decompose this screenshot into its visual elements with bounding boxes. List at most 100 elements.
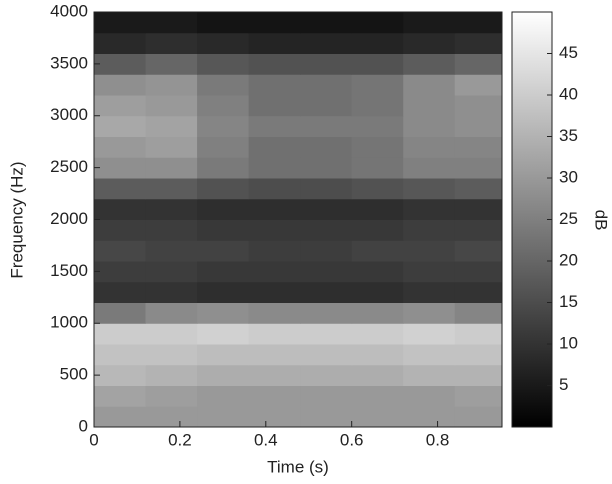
heat-cell [248, 95, 301, 117]
heat-cell [248, 240, 301, 262]
x-tick-label: 0.4 [254, 430, 278, 449]
heat-cell [351, 178, 404, 200]
heat-cell [248, 178, 301, 200]
heat-cell [351, 281, 404, 303]
heat-cell [351, 344, 404, 366]
heat-cell [454, 12, 503, 34]
heat-cell [145, 281, 198, 303]
heat-cell [300, 219, 353, 241]
heat-cell [197, 198, 250, 220]
colorbar-tick-label: 5 [559, 375, 568, 394]
y-tick-label: 1500 [50, 261, 88, 280]
heat-cell [454, 178, 503, 200]
heat-cell [197, 240, 250, 262]
heat-cell [454, 406, 503, 428]
heat-cell [403, 385, 456, 407]
heat-cell [454, 281, 503, 303]
heat-cell [300, 32, 353, 54]
heat-cell [300, 136, 353, 158]
heat-cell [145, 157, 198, 179]
heat-cell [300, 364, 353, 386]
heat-cell [454, 240, 503, 262]
heat-cell [94, 261, 147, 283]
heat-cell [351, 53, 404, 75]
heat-cell [300, 95, 353, 117]
y-tick-label: 4000 [50, 1, 88, 20]
heat-cell [94, 344, 147, 366]
heat-cell [454, 198, 503, 220]
heat-cell [300, 385, 353, 407]
heat-cell [94, 323, 147, 345]
colorbar-label: dB [592, 210, 611, 231]
heat-cell [248, 53, 301, 75]
heat-cell [454, 364, 503, 386]
heat-cell [351, 198, 404, 220]
heat-cell [94, 364, 147, 386]
heat-cell [94, 281, 147, 303]
heat-cell [300, 53, 353, 75]
heat-cell [403, 261, 456, 283]
heat-cell [403, 198, 456, 220]
colorbar-tick-label: 20 [559, 250, 578, 269]
x-tick-label: 0.6 [340, 430, 364, 449]
heat-cell [351, 323, 404, 345]
heat-cell [403, 12, 456, 34]
colorbar [512, 12, 552, 427]
heat-cell [300, 198, 353, 220]
heat-cell [94, 406, 147, 428]
heat-cell [145, 219, 198, 241]
heat-cell [403, 302, 456, 324]
heat-cell [351, 364, 404, 386]
heat-cell [403, 240, 456, 262]
heat-cell [351, 136, 404, 158]
heat-cell [454, 95, 503, 117]
heat-cell [403, 178, 456, 200]
heat-cell [94, 157, 147, 179]
y-tick-label: 2000 [50, 209, 88, 228]
heat-cell [300, 344, 353, 366]
x-tick-label: 0.2 [168, 430, 192, 449]
heat-cell [403, 157, 456, 179]
heat-cell [94, 136, 147, 158]
heat-cell [248, 344, 301, 366]
heat-cell [145, 302, 198, 324]
heat-cell [145, 136, 198, 158]
heat-cell [145, 240, 198, 262]
heat-cell [403, 344, 456, 366]
heat-cell [351, 261, 404, 283]
heat-cell [94, 198, 147, 220]
heat-cell [300, 302, 353, 324]
heat-cell [197, 281, 250, 303]
x-tick-label: 0.8 [426, 430, 450, 449]
heat-cell [94, 12, 147, 34]
heat-cell [351, 219, 404, 241]
heat-cell [145, 115, 198, 137]
heat-cell [454, 136, 503, 158]
heat-cell [403, 95, 456, 117]
heat-cell [94, 219, 147, 241]
heat-cell [248, 198, 301, 220]
heat-cell [197, 261, 250, 283]
heat-cell [300, 157, 353, 179]
heat-cell [403, 323, 456, 345]
heat-cell [145, 323, 198, 345]
heat-cell [248, 261, 301, 283]
heat-cell [403, 281, 456, 303]
heat-cell [248, 364, 301, 386]
heat-cell [403, 406, 456, 428]
heat-cell [454, 302, 503, 324]
heat-cell [94, 115, 147, 137]
heat-cell [351, 302, 404, 324]
y-axis-label: Frequency (Hz) [7, 161, 26, 278]
heat-cell [454, 157, 503, 179]
heat-cell [300, 115, 353, 137]
heat-cell [403, 53, 456, 75]
heat-cell [94, 385, 147, 407]
colorbar-tick-label: 10 [559, 333, 578, 352]
heat-cell [454, 219, 503, 241]
heat-cell [454, 261, 503, 283]
heat-cell [145, 53, 198, 75]
heat-cell [300, 240, 353, 262]
heat-cell [145, 74, 198, 96]
heat-cell [145, 344, 198, 366]
